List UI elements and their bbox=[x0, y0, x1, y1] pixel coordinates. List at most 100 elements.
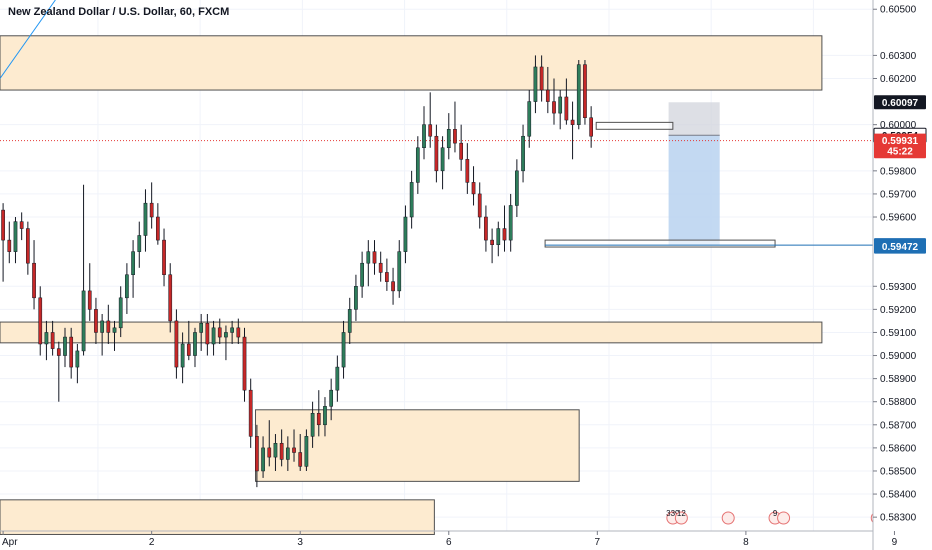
price-tick-label: 0.60300 bbox=[880, 51, 917, 62]
candle-body bbox=[267, 447, 272, 458]
candle-body bbox=[570, 119, 575, 125]
marker-box[interactable] bbox=[595, 121, 674, 130]
price-tick-label: 0.58700 bbox=[880, 420, 917, 431]
price-tag-label: 0.59931 bbox=[882, 136, 919, 147]
candle-body bbox=[304, 436, 309, 467]
candle-body bbox=[564, 96, 569, 121]
candle-body bbox=[69, 336, 74, 368]
candle-body bbox=[360, 262, 364, 287]
price-tick-label: 0.58900 bbox=[880, 374, 917, 385]
drawing-lines[interactable] bbox=[0, 0, 873, 248]
time-tick-label: 7 bbox=[595, 537, 601, 548]
candle-body bbox=[440, 147, 445, 172]
price-zone-box[interactable] bbox=[0, 35, 823, 91]
time-scale[interactable]: Apr2367891013 bbox=[2, 531, 932, 548]
event-icon[interactable] bbox=[777, 511, 791, 525]
candle-body bbox=[279, 443, 284, 460]
candle-body bbox=[162, 239, 166, 275]
trend-line[interactable] bbox=[0, 0, 56, 79]
candle-body bbox=[310, 413, 315, 437]
candle-body bbox=[415, 147, 420, 183]
candle-body bbox=[508, 205, 513, 241]
candle-body bbox=[26, 228, 30, 264]
candle-body bbox=[533, 66, 538, 102]
price-scale-background bbox=[873, 0, 932, 550]
candle-body bbox=[298, 452, 303, 467]
price-zone-box[interactable] bbox=[0, 499, 435, 535]
candle-body bbox=[242, 336, 247, 391]
price-tick-label: 0.58400 bbox=[880, 490, 917, 501]
candle-body bbox=[515, 170, 519, 206]
price-tick-label: 0.59800 bbox=[880, 166, 917, 177]
event-count: 339 bbox=[666, 509, 680, 518]
candle-body bbox=[112, 327, 117, 333]
time-tick-label: 6 bbox=[446, 537, 452, 548]
event-icon[interactable]: 12 bbox=[674, 509, 688, 525]
short-position-tool[interactable] bbox=[668, 102, 720, 246]
price-tick-label: 0.59700 bbox=[880, 189, 917, 200]
price-tick-label: 0.59100 bbox=[880, 328, 917, 339]
candlestick-series bbox=[1, 55, 593, 488]
time-tick-label: Apr bbox=[2, 537, 18, 548]
stop-loss-area[interactable] bbox=[668, 102, 720, 136]
candle-body bbox=[366, 251, 371, 264]
candle-body bbox=[118, 297, 123, 329]
price-scale[interactable]: 0.60500 0.60300 0.60200 0.60000 0.59800 0.597… bbox=[873, 5, 917, 524]
price-tick-label: 0.58300 bbox=[880, 513, 917, 524]
price-tick-label: 0.59200 bbox=[880, 305, 917, 316]
candle-body bbox=[32, 262, 36, 299]
time-tick-label: 9 bbox=[892, 537, 898, 548]
candle-body bbox=[378, 262, 383, 273]
event-count: 9 bbox=[773, 509, 778, 518]
candle-body bbox=[403, 216, 408, 252]
candle-body bbox=[125, 274, 129, 299]
price-tag: 0.60097 bbox=[874, 95, 926, 110]
price-tag: 0.59472 bbox=[874, 239, 926, 254]
candle-body bbox=[1, 209, 5, 241]
candle-body bbox=[19, 221, 24, 229]
marker-box[interactable] bbox=[544, 239, 776, 248]
candle-body bbox=[323, 406, 327, 426]
candle-body bbox=[174, 320, 179, 368]
price-tick-label: 0.59300 bbox=[880, 282, 917, 293]
candle-body bbox=[199, 322, 204, 333]
candle-body bbox=[230, 327, 234, 333]
candle-body bbox=[137, 235, 142, 252]
candle-body bbox=[155, 216, 160, 241]
price-zone-box[interactable] bbox=[255, 409, 580, 482]
candle-body bbox=[63, 336, 67, 356]
price-tag: 45:22 bbox=[874, 144, 926, 159]
candle-body bbox=[168, 274, 173, 322]
candle-body bbox=[329, 389, 334, 407]
candle-body bbox=[81, 290, 86, 352]
candle-body bbox=[465, 159, 470, 183]
price-tick-label: 0.60000 bbox=[880, 120, 917, 131]
candle-body bbox=[490, 239, 494, 245]
candle-body bbox=[217, 327, 222, 338]
price-zone-box[interactable] bbox=[0, 321, 823, 344]
candle-body bbox=[354, 286, 358, 310]
candle-body bbox=[527, 101, 532, 137]
take-profit-area[interactable] bbox=[668, 135, 720, 246]
candle-body bbox=[38, 297, 43, 345]
price-tick-label: 0.58600 bbox=[880, 443, 917, 454]
candle-body bbox=[236, 327, 241, 338]
event-icon[interactable] bbox=[721, 511, 735, 525]
price-tag-label: 0.59472 bbox=[882, 242, 919, 253]
time-tick-label: 8 bbox=[743, 537, 749, 548]
candle-body bbox=[261, 447, 265, 472]
candle-body bbox=[13, 221, 18, 252]
support-resistance-zones[interactable] bbox=[0, 35, 823, 535]
candle-body bbox=[428, 124, 433, 137]
price-tick-label: 0.60200 bbox=[880, 74, 917, 85]
candle-body bbox=[193, 332, 197, 356]
candle-body bbox=[149, 202, 154, 218]
candle-body bbox=[292, 447, 296, 453]
candle-body bbox=[434, 135, 439, 172]
candle-body bbox=[502, 228, 507, 241]
candle-body bbox=[558, 96, 563, 114]
candle-body bbox=[316, 413, 321, 426]
price-tag-label: 45:22 bbox=[887, 147, 913, 158]
